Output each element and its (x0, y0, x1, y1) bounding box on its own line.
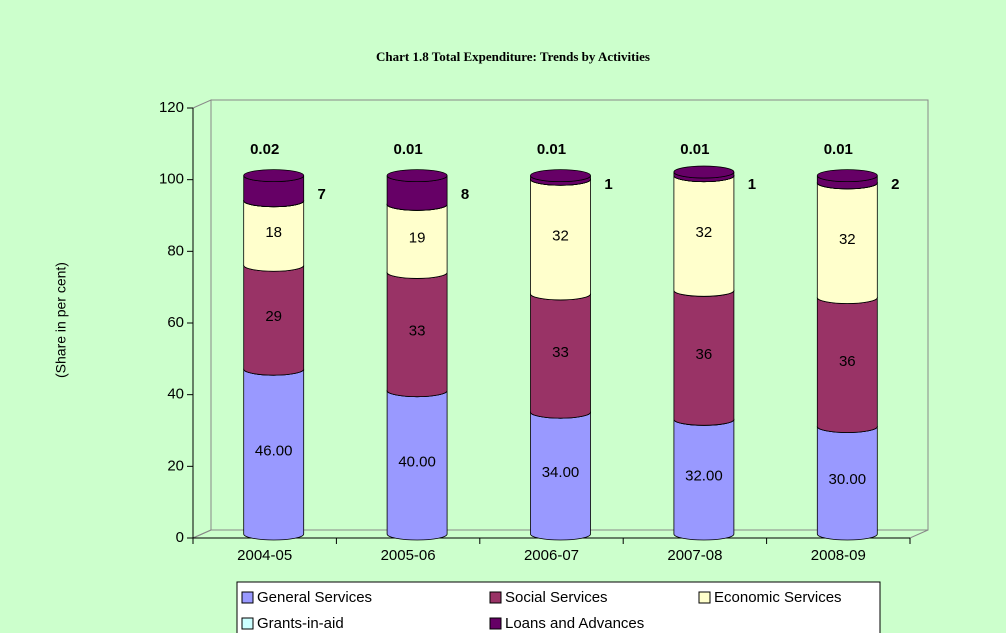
y-tick-label: 80 (167, 242, 184, 259)
side-wall (192, 99, 212, 539)
y-tick-label: 20 (167, 457, 184, 474)
legend-label: Loans and Advances (505, 615, 644, 632)
data-label: 29 (265, 308, 282, 325)
legend-label: Economic Services (714, 589, 842, 606)
legend-swatch (241, 617, 254, 630)
data-label: 33 (409, 323, 426, 340)
data-label: 32 (552, 228, 569, 245)
data-label: 7 (318, 186, 326, 203)
x-tick-label: 2008-09 (811, 547, 866, 564)
data-label: 36 (839, 353, 856, 370)
bar-top (530, 169, 591, 183)
x-tick-label: 2006-07 (524, 547, 579, 564)
legend-swatch (241, 591, 254, 604)
data-label: 34.00 (542, 464, 580, 481)
data-label: 0.01 (537, 141, 566, 158)
data-label: 33 (552, 344, 569, 361)
data-label: 19 (409, 229, 426, 246)
data-label: 32.00 (685, 468, 723, 485)
legend-swatch (489, 617, 502, 630)
data-label: 18 (265, 224, 282, 241)
data-label: 30.00 (829, 471, 867, 488)
legend (236, 581, 881, 633)
y-tick-label: 100 (159, 171, 184, 188)
y-tick-label: 40 (167, 386, 184, 403)
data-label: 0.01 (680, 141, 709, 158)
data-label: 0.02 (250, 141, 279, 158)
data-label: 2 (891, 176, 899, 193)
legend-label: General Services (257, 589, 372, 606)
bar-top (816, 169, 878, 183)
data-label: 36 (696, 346, 713, 363)
data-label: 0.01 (824, 141, 853, 158)
x-tick-label: 2005-06 (381, 547, 436, 564)
data-label: 0.01 (393, 141, 422, 158)
bar-top (243, 169, 305, 182)
data-label: 46.00 (255, 443, 293, 460)
data-label: 32 (696, 224, 713, 241)
x-tick-label: 2007-08 (667, 547, 722, 564)
y-tick-label: 0 (176, 529, 184, 546)
data-label: 1 (604, 176, 612, 193)
data-label: 1 (748, 176, 756, 193)
data-label: 8 (461, 186, 469, 203)
bar-top (386, 169, 448, 183)
legend-swatch (489, 591, 502, 604)
bar-top (673, 165, 735, 179)
data-label: 32 (839, 231, 856, 248)
legend-label: Grants-in-aid (257, 615, 344, 632)
data-label: 40.00 (398, 453, 436, 470)
legend-label: Social Services (505, 589, 608, 606)
y-tick-label: 60 (167, 314, 184, 331)
legend-swatch (698, 591, 711, 604)
y-axis-label: (Share in per cent) (53, 262, 69, 378)
chart-title: Chart 1.8 Total Expenditure: Trends by A… (376, 49, 650, 64)
y-tick-label: 120 (159, 99, 184, 116)
x-tick-label: 2004-05 (237, 547, 292, 564)
